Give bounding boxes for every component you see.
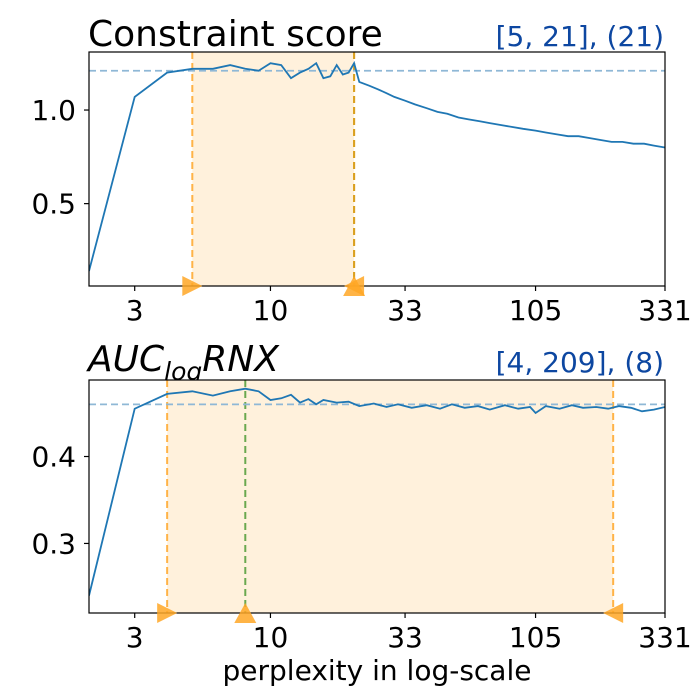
y-tick-label: 0.5 bbox=[31, 188, 76, 221]
x-tick-label: 3 bbox=[126, 621, 144, 654]
highlight-band bbox=[167, 380, 614, 613]
chart-title-bottom: AUClogRNX bbox=[86, 339, 280, 386]
x-tick-label: 10 bbox=[253, 294, 289, 327]
y-tick-label: 0.4 bbox=[31, 441, 76, 474]
range-label-top: [5, 21], (21) bbox=[496, 20, 664, 53]
x-tick-label: 105 bbox=[509, 294, 562, 327]
x-tick-label: 33 bbox=[387, 294, 423, 327]
highlight-band bbox=[192, 52, 355, 286]
x-tick-label: 33 bbox=[387, 621, 423, 654]
chart-title-top: Constraint score bbox=[88, 14, 383, 55]
x-tick-label: 331 bbox=[638, 294, 691, 327]
x-axis-label: perplexity in log-scale bbox=[223, 654, 532, 687]
range-label-bottom: [4, 209], (8) bbox=[496, 346, 664, 379]
constraint-score-panel: 3 10 33 105 331 0.5 1.0 bbox=[31, 51, 692, 327]
chart-title-bottom-main: AUC bbox=[86, 339, 165, 380]
range-start-marker bbox=[182, 276, 203, 296]
auc-log-rnx-panel: 3 10 33 105 331 0.3 0.4 bbox=[31, 379, 692, 654]
series-line bbox=[89, 387, 665, 596]
range-end-marker bbox=[603, 603, 624, 623]
x-tick-label: 331 bbox=[638, 621, 691, 654]
range-start-marker bbox=[157, 603, 178, 623]
best-value-marker bbox=[234, 603, 257, 623]
series-line bbox=[89, 60, 665, 272]
x-tick-label: 3 bbox=[126, 294, 144, 327]
y-tick-label: 1.0 bbox=[31, 94, 76, 127]
y-tick-label: 0.3 bbox=[31, 527, 76, 560]
x-tick-label: 10 bbox=[253, 621, 289, 654]
best-value-marker bbox=[343, 276, 366, 296]
axes-frame bbox=[88, 379, 666, 614]
chart-title-bottom-suffix: RNX bbox=[202, 339, 280, 380]
axes-frame bbox=[88, 51, 666, 287]
x-tick-label: 105 bbox=[509, 621, 562, 654]
